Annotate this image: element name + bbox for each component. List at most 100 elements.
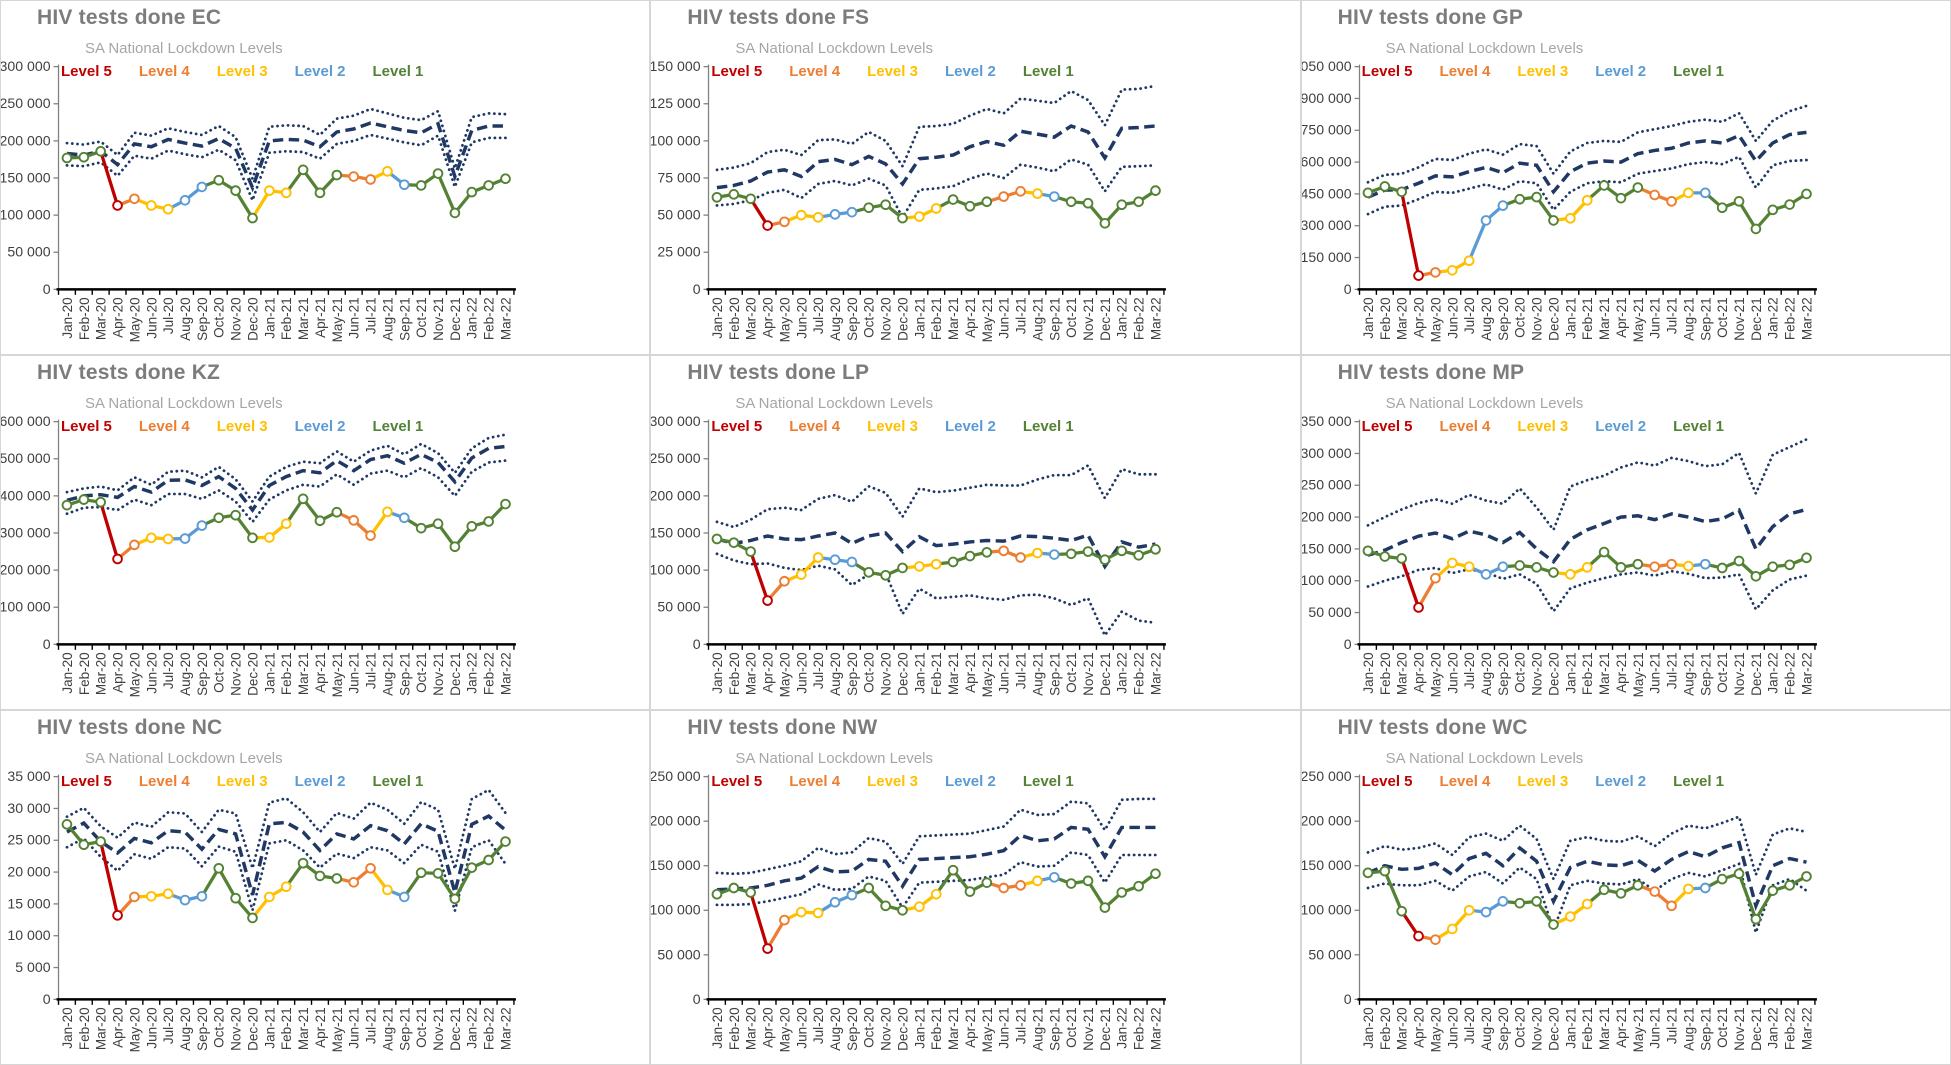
svg-text:Jul-21: Jul-21	[1664, 652, 1679, 689]
svg-text:Jan-20: Jan-20	[710, 1007, 725, 1048]
chart-panel-wc: 0 50 000 100 000 150 000 200 000 250 000 Jan-2…	[1300, 710, 1951, 1065]
svg-text:Sep-20: Sep-20	[845, 652, 860, 696]
svg-text:Nov-20: Nov-20	[1529, 297, 1544, 341]
svg-text:Aug-21: Aug-21	[380, 297, 395, 341]
chart-panel-mp: 0 50 000 100 000 150 000 200 000 250 000 300 0…	[1300, 355, 1951, 710]
svg-text:Nov-21: Nov-21	[431, 1007, 446, 1051]
svg-text:0: 0	[1343, 991, 1351, 1007]
svg-text:125 000: 125 000	[651, 95, 701, 111]
svg-text:Apr-21: Apr-21	[313, 297, 328, 338]
svg-text:Aug-21: Aug-21	[1681, 1007, 1696, 1051]
svg-text:75 000: 75 000	[658, 169, 701, 185]
svg-text:Mar-22: Mar-22	[1149, 652, 1164, 695]
svg-text:1 050 000: 1 050 000	[1302, 58, 1352, 74]
svg-text:200 000: 200 000	[651, 487, 701, 503]
svg-text:Nov-20: Nov-20	[879, 297, 894, 341]
chart-panel-kz: 0 100 000 200 000 300 000 400 000 500 000 600 …	[0, 355, 651, 710]
svg-text:Apr-20: Apr-20	[111, 1007, 126, 1048]
svg-text:Aug-21: Aug-21	[380, 652, 395, 696]
svg-text:Jan-21: Jan-21	[262, 652, 277, 693]
svg-text:0: 0	[1343, 281, 1351, 297]
legend-item-level-2: Level 2	[1595, 418, 1647, 435]
lockdown-legend: Level 5 Level 4 Level 3 Level 2 Level 1	[61, 63, 423, 80]
svg-text:Aug-21: Aug-21	[1681, 297, 1696, 341]
legend-item-level-5: Level 5	[711, 418, 763, 435]
legend-item-level-3: Level 3	[867, 63, 918, 80]
svg-text:Oct-21: Oct-21	[1064, 297, 1079, 338]
svg-text:Feb-22: Feb-22	[482, 297, 497, 340]
legend-item-level-5: Level 5	[61, 773, 112, 790]
svg-text:300 000: 300 000	[651, 413, 701, 429]
svg-text:50 000: 50 000	[658, 599, 701, 615]
svg-text:Nov-21: Nov-21	[431, 652, 446, 696]
svg-text:Mar-20: Mar-20	[1394, 1007, 1409, 1050]
svg-text:Feb-20: Feb-20	[1377, 297, 1392, 340]
legend-item-level-4: Level 4	[1439, 63, 1491, 80]
svg-text:Mar-20: Mar-20	[1394, 652, 1409, 695]
svg-text:500 000: 500 000	[1, 450, 51, 466]
legend-item-level-3: Level 3	[867, 773, 918, 790]
lockdown-legend: Level 5 Level 4 Level 3 Level 2 Level 1	[711, 773, 1073, 790]
svg-text:50 000: 50 000	[1308, 604, 1351, 620]
svg-text:0: 0	[43, 991, 51, 1007]
svg-text:0: 0	[693, 636, 701, 652]
legend-item-level-1: Level 1	[1673, 63, 1725, 80]
svg-text:150 000: 150 000	[1302, 540, 1352, 556]
chart-panel-fs: 0 25 000 50 000 75 000 100 000 125 000 150 000…	[650, 0, 1301, 355]
chart-title: HIV tests done KZ	[37, 361, 221, 384]
svg-text:Apr-20: Apr-20	[111, 297, 126, 338]
svg-text:300 000: 300 000	[1302, 445, 1352, 461]
svg-text:Apr-21: Apr-21	[1614, 1007, 1629, 1048]
svg-text:Sep-20: Sep-20	[195, 297, 210, 341]
svg-text:Nov-21: Nov-21	[1081, 1007, 1096, 1051]
chart-panel-gp: 0 150 000 300 000 450 000 600 000 750 000 900 …	[1300, 0, 1951, 355]
svg-text:300 000: 300 000	[1302, 217, 1352, 233]
svg-text:25 000: 25 000	[658, 244, 701, 260]
svg-text:Sep-20: Sep-20	[1496, 652, 1511, 696]
svg-text:Feb-20: Feb-20	[77, 1007, 92, 1050]
svg-text:Jun-20: Jun-20	[795, 652, 810, 693]
svg-text:May-21: May-21	[1630, 297, 1645, 342]
svg-text:Jan-22: Jan-22	[1115, 652, 1130, 693]
svg-text:Dec-21: Dec-21	[448, 297, 463, 341]
svg-text:200 000: 200 000	[1302, 813, 1352, 829]
legend-item-level-1: Level 1	[1022, 773, 1074, 790]
svg-text:100 000: 100 000	[1302, 902, 1352, 918]
svg-text:150 000: 150 000	[1302, 857, 1352, 873]
svg-text:Jan-20: Jan-20	[1361, 1007, 1376, 1048]
svg-text:150 000: 150 000	[651, 857, 701, 873]
svg-text:Oct-20: Oct-20	[1512, 652, 1527, 693]
svg-text:Dec-21: Dec-21	[448, 652, 463, 696]
legend-item-level-2: Level 2	[944, 63, 996, 80]
svg-text:Dec-20: Dec-20	[896, 1007, 911, 1051]
svg-text:Feb-20: Feb-20	[77, 652, 92, 695]
svg-text:Feb-21: Feb-21	[930, 1007, 945, 1050]
svg-text:Aug-21: Aug-21	[1681, 652, 1696, 696]
svg-text:50 000: 50 000	[1308, 946, 1351, 962]
svg-text:150 000: 150 000	[1302, 249, 1352, 265]
svg-text:250 000: 250 000	[651, 768, 701, 784]
svg-text:Feb-20: Feb-20	[727, 652, 742, 695]
svg-text:Oct-21: Oct-21	[414, 1007, 429, 1048]
svg-text:Dec-20: Dec-20	[245, 297, 260, 341]
svg-text:200 000: 200 000	[651, 813, 701, 829]
svg-text:Oct-20: Oct-20	[1512, 1007, 1527, 1048]
svg-text:Mar-20: Mar-20	[744, 297, 759, 340]
svg-text:200 000: 200 000	[1, 562, 51, 578]
svg-text:Jun-20: Jun-20	[144, 297, 159, 338]
svg-text:30 000: 30 000	[7, 800, 50, 816]
plot-area-gp: 0 150 000 300 000 450 000 600 000 750 000 900 …	[1302, 58, 1817, 342]
chart-title: HIV tests done NW	[687, 716, 878, 739]
svg-text:Jun-20: Jun-20	[795, 1007, 810, 1048]
svg-text:Apr-20: Apr-20	[761, 652, 776, 693]
svg-text:100 000: 100 000	[651, 562, 701, 578]
chart-title: HIV tests done EC	[37, 6, 222, 29]
svg-text:Jan-22: Jan-22	[1765, 297, 1780, 338]
svg-text:Jun-20: Jun-20	[795, 297, 810, 338]
svg-text:Dec-21: Dec-21	[1098, 297, 1113, 341]
svg-text:Aug-20: Aug-20	[1479, 652, 1494, 696]
svg-text:Jul-21: Jul-21	[364, 1007, 379, 1044]
svg-text:Dec-21: Dec-21	[1749, 1007, 1764, 1051]
svg-text:Aug-20: Aug-20	[828, 652, 843, 696]
lockdown-legend: Level 5 Level 4 Level 3 Level 2 Level 1	[1362, 63, 1724, 80]
